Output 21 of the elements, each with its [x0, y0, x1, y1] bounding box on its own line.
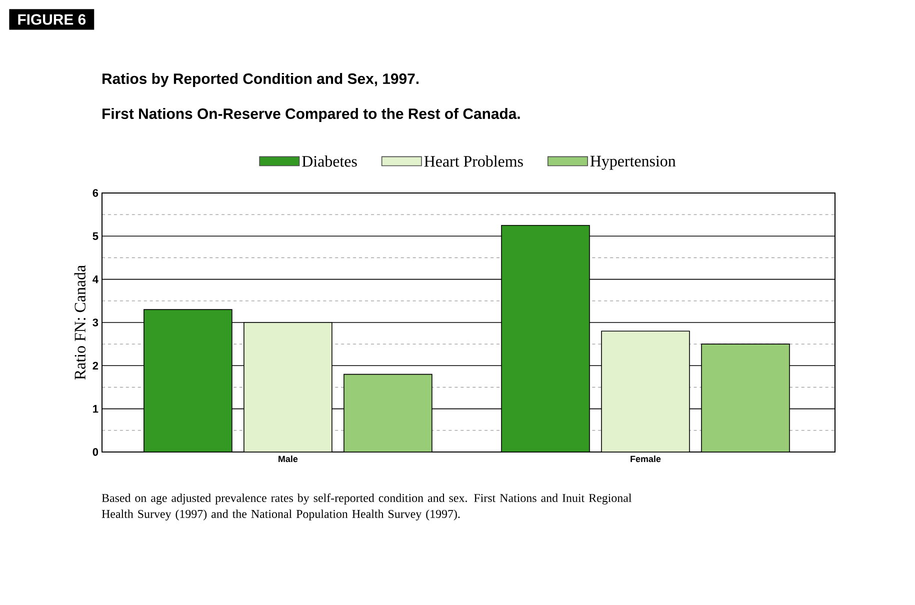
- legend-label: Hypertension: [590, 156, 676, 170]
- y-tick-label: 5: [92, 232, 98, 240]
- x-tick-label: Male: [278, 456, 298, 462]
- y-tick-label: 2: [92, 362, 98, 370]
- y-tick-label: 6: [92, 189, 98, 197]
- text: Based on age adjusted prevalence rates by self-reported condition and sex. First Nations and Inuit Regional Health Survey (1997) and the National Population Health Survey (1997).: [102, 494, 632, 520]
- legend-label: Heart Problems: [424, 156, 523, 167]
- caption: FIGURE 6: [18, 14, 86, 25]
- x-tick-label: Female: [630, 456, 661, 462]
- chart-title: Ratios by Reported Condition and Sex, 1997.: [102, 73, 419, 87]
- y-tick-label: 1: [93, 405, 98, 413]
- bar: [144, 309, 232, 452]
- bar: [344, 374, 432, 452]
- y-tick-label: 4: [92, 276, 98, 284]
- legend-label: Diabetes: [302, 156, 357, 167]
- bar: [701, 344, 790, 452]
- y-tick-label: 0: [92, 448, 98, 456]
- chart-subtitle: First Nations On-Reserve Compared to the Rest of Canada.: [102, 108, 520, 122]
- y-axis-title: Ratio FN: Canada: [74, 265, 86, 380]
- bar: [501, 224, 590, 452]
- y-tick-label: 3: [92, 318, 98, 326]
